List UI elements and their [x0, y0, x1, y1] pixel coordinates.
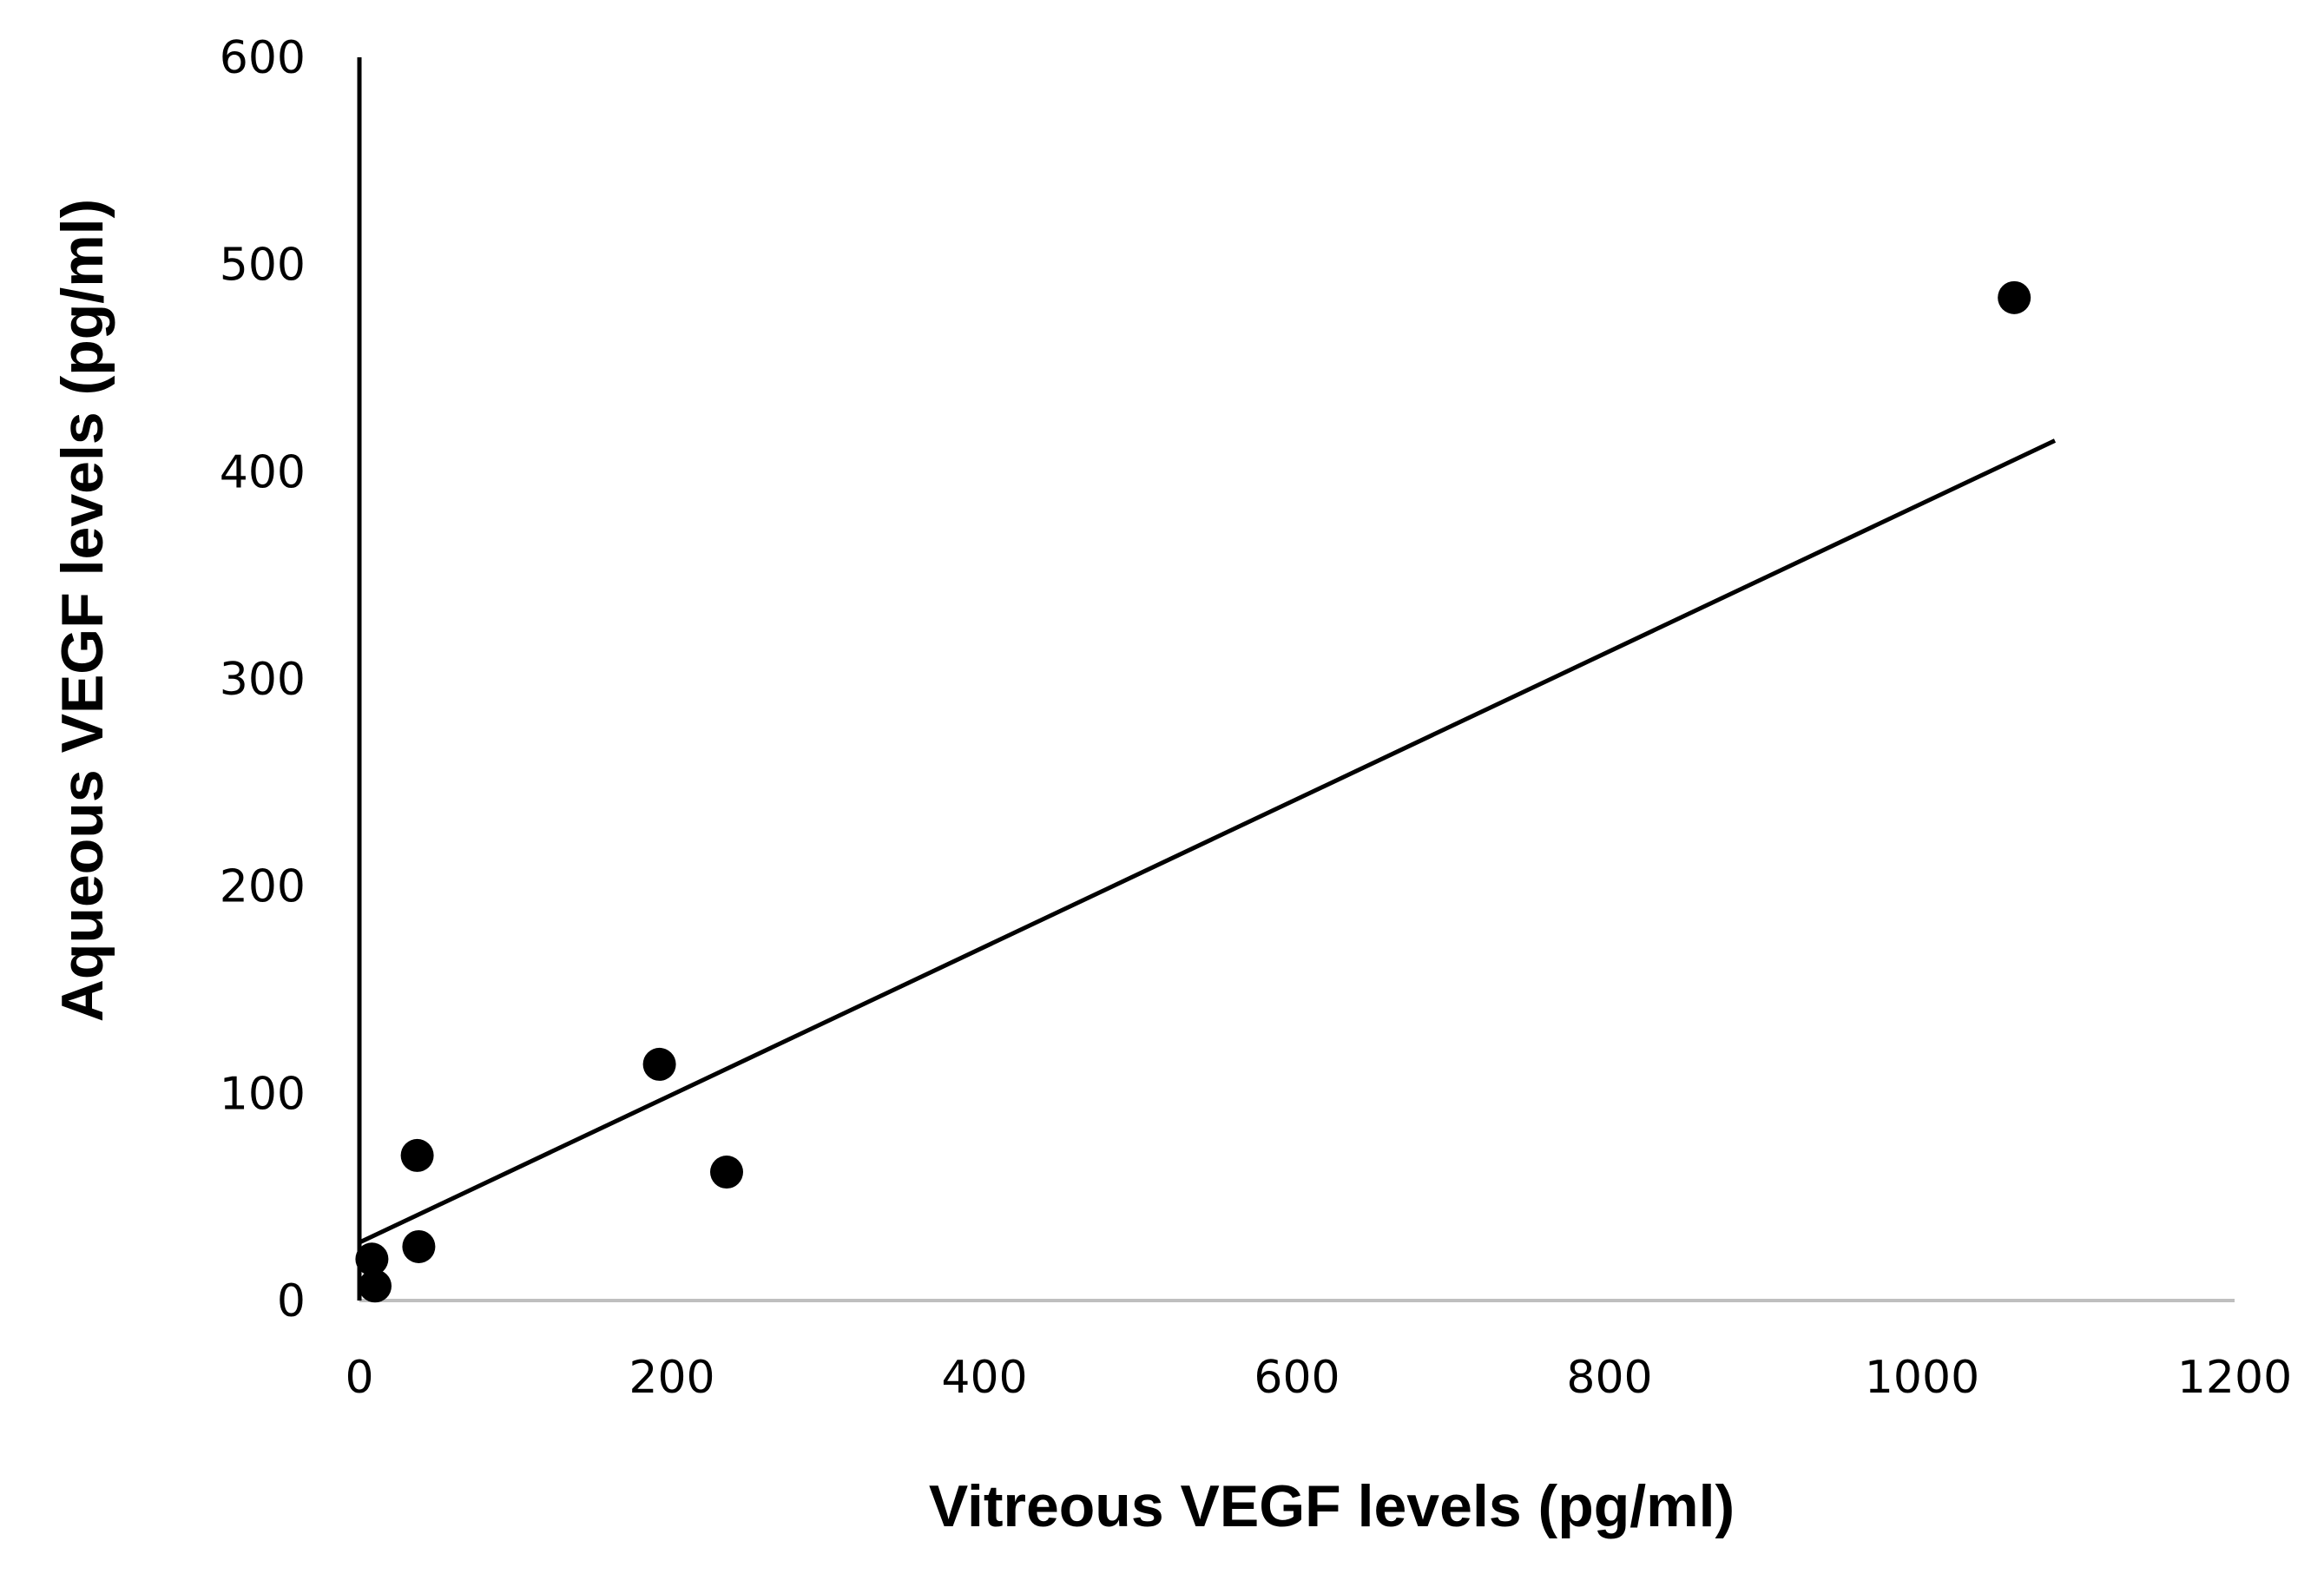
- y-axis-title: Aqueous VEGF levels (pg/ml): [49, 199, 115, 1022]
- trendline-group: [358, 438, 2057, 1245]
- x-tick-label: 200: [629, 1352, 714, 1404]
- y-tick-label: 300: [220, 654, 306, 706]
- data-points: [355, 280, 2031, 1303]
- data-point: [642, 1047, 676, 1081]
- data-point: [359, 1269, 392, 1303]
- x-tick-label: 600: [1254, 1352, 1340, 1404]
- y-tick-label: 400: [220, 446, 306, 498]
- x-tick-label: 0: [345, 1352, 373, 1404]
- y-tick-label: 500: [220, 240, 306, 292]
- data-point: [400, 1138, 434, 1172]
- x-tick-label: 800: [1566, 1352, 1652, 1404]
- y-tick-labels: 0 100 200 300 400 500 600: [220, 32, 306, 1327]
- y-tick-label: 200: [220, 861, 306, 913]
- data-point: [1998, 280, 2031, 314]
- x-tick-label: 400: [941, 1352, 1027, 1404]
- y-tick-label: 600: [220, 32, 306, 84]
- data-point: [355, 1242, 389, 1276]
- x-tick-label: 1200: [2177, 1352, 2292, 1404]
- x-tick-labels: 0 200 400 600 800 1000 1200: [345, 1352, 2292, 1404]
- y-tick-label: 0: [277, 1275, 306, 1327]
- data-point: [710, 1156, 743, 1189]
- data-point: [402, 1229, 436, 1263]
- trendline: [358, 438, 2057, 1245]
- x-axis-title: Vitreous VEGF levels (pg/ml): [929, 1473, 1735, 1539]
- y-tick-label: 100: [220, 1068, 306, 1120]
- x-tick-label: 1000: [1865, 1352, 1979, 1404]
